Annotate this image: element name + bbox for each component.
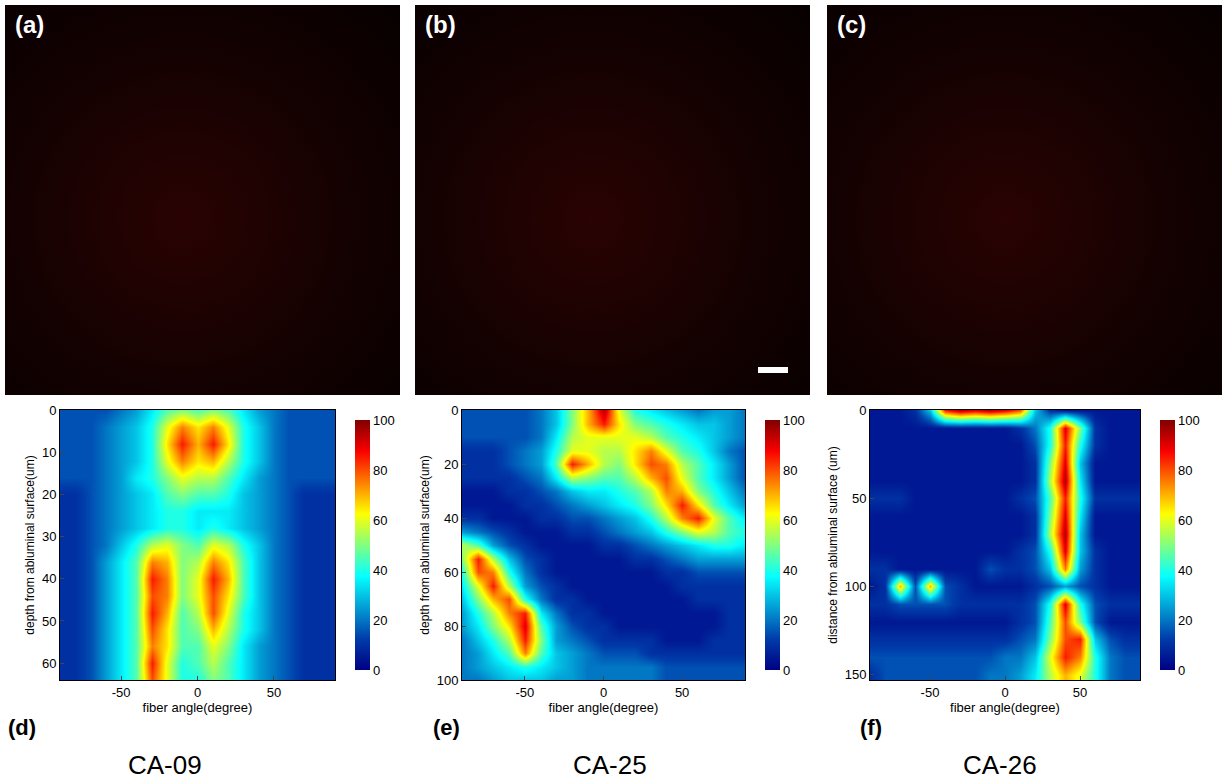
svg-text:100: 100 [845, 579, 867, 594]
svg-text:20: 20 [444, 457, 458, 472]
svg-text:0: 0 [1178, 663, 1185, 678]
svg-text:depth from abluminal surface(u: depth from abluminal surface(um) [418, 455, 432, 634]
svg-text:depth from abluminal surface(u: depth from abluminal surface(um) [23, 455, 37, 634]
svg-text:40: 40 [373, 563, 387, 578]
svg-text:100: 100 [783, 413, 805, 428]
svg-text:CA-25: CA-25 [573, 750, 647, 780]
svg-text:CA-09: CA-09 [128, 750, 202, 780]
svg-text:100: 100 [373, 413, 395, 428]
svg-text:80: 80 [783, 463, 797, 478]
svg-text:0: 0 [783, 663, 790, 678]
svg-text:0: 0 [373, 663, 380, 678]
svg-text:0: 0 [451, 403, 458, 418]
svg-text:40: 40 [444, 511, 458, 526]
svg-text:40: 40 [1178, 563, 1192, 578]
svg-text:0: 0 [1001, 685, 1008, 700]
svg-text:0: 0 [49, 403, 56, 418]
svg-text:20: 20 [1178, 613, 1192, 628]
svg-text:150: 150 [845, 667, 867, 682]
svg-text:20: 20 [373, 613, 387, 628]
svg-text:40: 40 [783, 563, 797, 578]
svg-text:(e): (e) [433, 715, 460, 740]
svg-text:-50: -50 [921, 685, 940, 700]
svg-text:20: 20 [42, 487, 56, 502]
svg-text:fiber angle(degree): fiber angle(degree) [143, 700, 253, 715]
html-text:(b): (b) [425, 11, 456, 38]
svg-text:fiber angle(degree): fiber angle(degree) [549, 700, 659, 715]
html-text:(a): (a) [15, 11, 45, 38]
svg-text:60: 60 [444, 565, 458, 580]
svg-text:0: 0 [600, 685, 607, 700]
svg-text:60: 60 [42, 656, 56, 671]
svg-text:60: 60 [1178, 513, 1192, 528]
svg-text:80: 80 [444, 619, 458, 634]
svg-text:100: 100 [1178, 413, 1200, 428]
svg-text:distance from abluminal surfac: distance from abluminal surface (um) [826, 446, 840, 643]
svg-text:60: 60 [373, 513, 387, 528]
svg-text:fiber angle(degree): fiber angle(degree) [950, 700, 1060, 715]
svg-text:80: 80 [1178, 463, 1192, 478]
svg-text:50: 50 [267, 685, 281, 700]
svg-text:50: 50 [852, 491, 866, 506]
svg-text:(d): (d) [8, 715, 36, 740]
svg-text:0: 0 [859, 403, 866, 418]
svg-text:60: 60 [783, 513, 797, 528]
svg-text:50: 50 [675, 685, 689, 700]
svg-text:50: 50 [1073, 685, 1087, 700]
svg-text:50: 50 [42, 613, 56, 628]
svg-text:0: 0 [194, 685, 201, 700]
html-text:(c): (c) [837, 11, 867, 38]
svg-text:100: 100 [437, 673, 459, 688]
svg-text:30: 30 [42, 529, 56, 544]
svg-text:40: 40 [42, 571, 56, 586]
svg-text:80: 80 [373, 463, 387, 478]
svg-text:CA-26: CA-26 [963, 750, 1037, 780]
svg-text:(f): (f) [860, 715, 882, 740]
svg-text:10: 10 [42, 445, 56, 460]
svg-text:-50: -50 [112, 685, 131, 700]
svg-text:20: 20 [783, 613, 797, 628]
svg-text:-50: -50 [515, 685, 534, 700]
